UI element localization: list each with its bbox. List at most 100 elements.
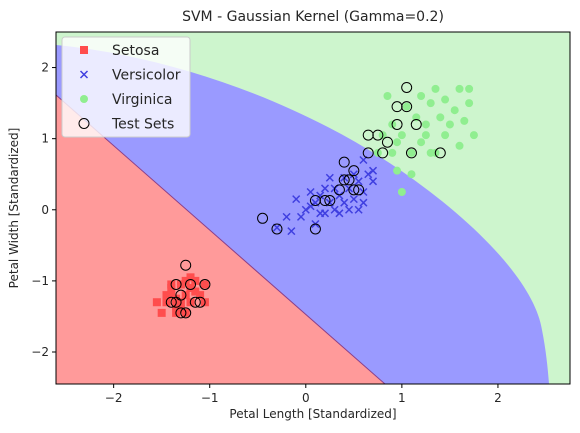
- legend-box: [61, 36, 191, 138]
- versicolor-point: [340, 198, 349, 207]
- test-set-point: [271, 223, 283, 235]
- versicolor-point: [349, 195, 358, 204]
- virginica-point: [436, 113, 445, 122]
- test-set-point: [324, 195, 336, 207]
- test-set-point: [319, 195, 331, 207]
- test-set-point: [348, 165, 360, 177]
- test-set-point: [391, 118, 403, 130]
- virginica-point: [402, 102, 411, 111]
- test-set-point: [377, 147, 389, 159]
- virginica-point: [397, 131, 406, 140]
- svg-text:Versicolor: Versicolor: [112, 68, 181, 84]
- versicolor-point: [335, 209, 344, 218]
- test-set-point: [343, 174, 355, 186]
- test-set-point: [362, 147, 374, 159]
- virginica-point: [450, 106, 459, 115]
- versicolor-point: [287, 227, 296, 236]
- versicolor-point: [316, 191, 325, 200]
- test-set-point: [180, 307, 192, 319]
- versicolor-point: [301, 205, 310, 214]
- test-set-point: [372, 129, 384, 141]
- setosa-point: [186, 273, 195, 282]
- versicolor-point: [354, 177, 363, 186]
- virginica-point: [445, 120, 454, 129]
- setosa-point: [200, 280, 209, 289]
- versicolor-point: [272, 223, 282, 232]
- legend-setosa: Setosa: [80, 43, 159, 59]
- virginica-point: [407, 148, 416, 157]
- chart-title: SVM - Gaussian Kernel (Gamma=0.2): [182, 9, 444, 25]
- test-set-point: [434, 147, 446, 159]
- y-tick-label: 2: [41, 61, 49, 75]
- test-set-point: [353, 184, 365, 196]
- versicolor-point: [349, 170, 358, 179]
- x-tick-label: 0: [302, 391, 310, 405]
- x-tick-label: 2: [494, 391, 502, 405]
- setosa-point: [176, 305, 185, 314]
- x-tick-label: 1: [398, 391, 406, 405]
- versicolor-point: [296, 212, 306, 221]
- versicolor-point: [306, 187, 315, 197]
- test-set-point: [170, 296, 182, 308]
- legend-test-sets: Test Sets: [78, 117, 174, 133]
- test-set-point: [257, 212, 269, 224]
- virginica-point: [465, 99, 474, 108]
- versicolor-point: [354, 205, 363, 214]
- virginica-point: [421, 120, 430, 129]
- setosa-point: [181, 276, 190, 285]
- virginica-point: [417, 92, 426, 100]
- versicolor-point: [369, 166, 378, 175]
- plot-frame: [55, 31, 571, 385]
- virginica-point: [469, 131, 478, 140]
- decision-boundary-setosa: [56, 94, 386, 384]
- test-set-point: [309, 223, 321, 235]
- setosa-point: [191, 287, 200, 296]
- test-set-point: [405, 147, 417, 159]
- test-set-point: [381, 136, 393, 148]
- test-set-point: [175, 307, 187, 319]
- svg-text:Setosa: Setosa: [112, 43, 159, 59]
- virginica-point: [465, 84, 474, 93]
- virginica-point: [393, 166, 402, 175]
- y-tick-label: 1: [41, 132, 49, 146]
- virginica-point: [393, 138, 402, 147]
- test-set-point: [165, 296, 177, 308]
- setosa-point: [196, 291, 205, 300]
- test-set-point: [199, 278, 211, 290]
- x-axis-label: Petal Length [Standardized]: [229, 407, 396, 421]
- setosa-point: [172, 301, 181, 310]
- virginica-point: [441, 95, 450, 104]
- virginica-point: [431, 84, 440, 93]
- versicolor-point: [335, 191, 344, 200]
- setosa-point: [167, 291, 176, 300]
- versicolor-point: [292, 195, 301, 204]
- versicolor-point: [320, 209, 330, 218]
- virginica-point: [455, 141, 464, 150]
- x-tick-label: −1: [201, 391, 219, 405]
- virginica-point: [460, 116, 469, 125]
- virginica-point: [417, 138, 426, 147]
- versicolor-point: [364, 170, 373, 179]
- virginica-point: [397, 188, 406, 196]
- svg-text:Virginica: Virginica: [112, 92, 172, 108]
- points-layer: [152, 81, 478, 319]
- y-axis: −2 −1 0 1 2: [31, 61, 56, 359]
- test-set-point: [401, 101, 413, 113]
- x-tick-label: −2: [105, 391, 123, 405]
- y-tick-label: 0: [41, 203, 49, 217]
- virginica-point: [455, 84, 464, 93]
- legend-virginica: Virginica: [80, 92, 172, 108]
- versicolor-point: [344, 205, 354, 214]
- test-set-point: [348, 184, 360, 196]
- test-set-point: [338, 174, 350, 186]
- test-set-point: [338, 156, 350, 168]
- test-set-point: [410, 118, 422, 130]
- setosa-point: [157, 308, 166, 317]
- versicolor-point: [282, 212, 291, 221]
- versicolor-point: [320, 184, 330, 193]
- test-set-point: [189, 296, 201, 308]
- setosa-point: [162, 291, 171, 300]
- virginica-point: [441, 131, 450, 140]
- x-axis: −2 −1 0 1 2: [105, 384, 502, 405]
